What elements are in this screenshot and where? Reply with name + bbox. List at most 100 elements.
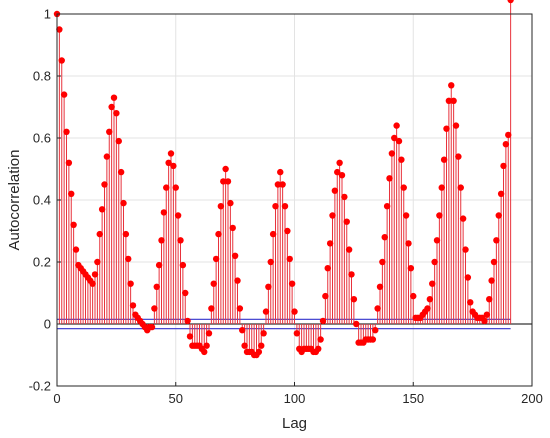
stem-marker <box>391 134 398 142</box>
stem-marker <box>379 258 386 266</box>
stem-marker <box>96 230 103 238</box>
stem-marker <box>148 323 156 331</box>
stem-marker <box>129 302 137 309</box>
x-axis-label: Lag <box>282 415 307 432</box>
stem-marker <box>334 168 341 176</box>
stem-marker <box>113 110 120 117</box>
stem-marker <box>208 305 215 312</box>
stem-marker <box>201 348 208 356</box>
stem-marker <box>495 212 502 219</box>
stem-marker <box>386 175 393 182</box>
stem-marker <box>374 305 381 312</box>
stem-marker <box>151 305 158 312</box>
stem-marker <box>269 230 277 238</box>
stem-marker <box>440 156 448 163</box>
y-axis-ticks: -0.2 0 0.2 0.4 0.6 0.8 1 <box>29 7 61 394</box>
x-tick-label: 150 <box>402 391 424 406</box>
stem-marker <box>153 283 160 290</box>
stem-marker <box>348 271 355 278</box>
stem-marker <box>262 308 270 315</box>
stem-marker <box>217 203 225 210</box>
stem-marker <box>345 246 353 253</box>
stem-marker <box>186 333 194 340</box>
stem-marker <box>212 255 220 263</box>
stem-marker <box>127 280 134 287</box>
stem-marker <box>174 212 182 219</box>
stem-marker <box>120 199 127 207</box>
stem-marker <box>452 122 460 129</box>
stem-marker <box>260 330 267 337</box>
stem-marker <box>388 150 396 157</box>
stem-marker <box>241 342 248 349</box>
stem-marker <box>267 258 274 266</box>
stem-marker <box>459 215 467 222</box>
stem-marker <box>277 168 284 176</box>
stem-marker <box>258 342 265 349</box>
stem-marker <box>291 308 298 315</box>
stem-marker <box>319 317 327 325</box>
y-tick-label: 0.2 <box>33 255 51 270</box>
stem-marker <box>231 252 239 259</box>
stem-marker <box>203 342 210 349</box>
stem-marker <box>372 327 379 334</box>
stem-marker <box>94 258 101 266</box>
stem-marker <box>158 237 165 244</box>
stem-marker <box>329 212 336 219</box>
stem-marker <box>115 137 122 145</box>
stem-marker <box>160 209 168 216</box>
stem-marker <box>438 184 445 191</box>
stem-marker <box>326 240 334 247</box>
stem-marker <box>376 283 384 290</box>
stem-marker <box>426 296 434 303</box>
stem-marker <box>72 246 80 253</box>
stem-marker <box>293 330 301 337</box>
stem-marker <box>63 128 70 135</box>
stem-marker <box>493 237 500 244</box>
stem-marker <box>433 237 441 244</box>
stem-marker <box>155 261 163 269</box>
stem-marker <box>324 265 331 272</box>
stem-marker <box>60 91 68 98</box>
stem-marker <box>89 280 96 287</box>
y-tick-label: -0.2 <box>29 379 51 394</box>
stem-marker <box>398 156 405 163</box>
stem-marker <box>58 57 65 64</box>
stem-marker <box>467 299 474 306</box>
stem-marker <box>163 184 170 191</box>
stem-marker <box>65 159 73 166</box>
stem-marker <box>383 203 391 210</box>
stem-marker <box>220 178 227 185</box>
stem-marker <box>239 327 246 334</box>
stem-marker <box>483 311 491 318</box>
stem-marker <box>431 258 438 266</box>
stem-marker <box>400 184 407 191</box>
y-tick-label: 0.4 <box>33 193 51 208</box>
stem-marker <box>177 237 184 244</box>
stem-marker <box>125 255 132 263</box>
stem-marker <box>255 348 263 356</box>
stem-marker <box>343 218 350 225</box>
stem-marker <box>210 280 217 287</box>
stem-marker <box>443 125 450 132</box>
stem-marker <box>450 97 457 105</box>
stem-marker <box>288 280 296 287</box>
stem-marker <box>179 261 187 269</box>
stem-marker <box>490 258 498 266</box>
stem-marker <box>455 153 462 160</box>
stem-marker <box>227 199 234 207</box>
y-tick-label: 0 <box>44 317 51 332</box>
stem-marker <box>68 190 75 197</box>
stem-marker <box>402 212 410 219</box>
stem-marker <box>315 345 322 352</box>
y-axis-label: Autocorrelation <box>6 150 23 251</box>
stem-marker <box>464 274 472 281</box>
stem-marker <box>457 184 464 191</box>
stem-marker <box>395 137 403 145</box>
stem-marker <box>205 330 213 337</box>
x-tick-label: 50 <box>169 391 183 406</box>
stem-marker <box>445 97 453 105</box>
stem-marker <box>350 296 358 303</box>
stem-marker <box>505 131 512 139</box>
x-tick-label: 100 <box>284 391 306 406</box>
